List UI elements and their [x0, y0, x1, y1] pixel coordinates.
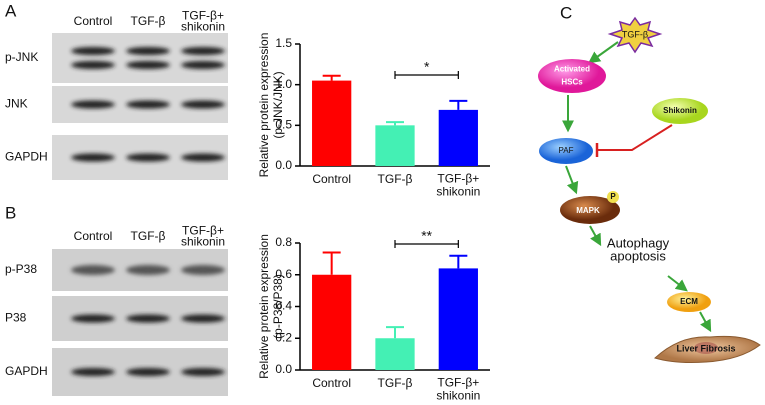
bar	[312, 80, 352, 166]
blot-band	[181, 100, 225, 109]
y-tick-label: 0.0	[275, 362, 292, 376]
blot-band	[181, 61, 225, 69]
x-tick-label: Control	[312, 172, 351, 186]
row-label: GAPDH	[5, 364, 48, 378]
blot-band	[181, 368, 225, 376]
node-label: MAPK	[576, 206, 600, 215]
blot-band	[126, 153, 170, 162]
y-tick-label: 1.0	[275, 77, 292, 91]
blot-band	[71, 61, 115, 69]
node-shape	[607, 191, 619, 203]
blot-band	[71, 153, 115, 162]
y-tick-label: 0.6	[275, 267, 292, 281]
significance-label: *	[424, 59, 430, 75]
lane-label: TGF-β	[131, 14, 166, 28]
blots: A Control TGF-β TGF-β+ shikonin p-JNK JNK GAPDH…	[5, 1, 228, 396]
node-label: PAF	[559, 146, 574, 155]
node-shape	[652, 98, 708, 124]
arrow	[589, 225, 602, 247]
row-label: JNK	[5, 97, 28, 111]
error-bar	[322, 74, 341, 81]
blot-band	[71, 100, 115, 109]
row-label: P38	[5, 311, 27, 325]
arrow	[565, 165, 579, 195]
x-tick-label: TGF-β	[378, 376, 413, 390]
y-axis-label: Relative protein expression(p-JNK/JNK)	[257, 33, 285, 178]
bar	[312, 274, 352, 370]
arrow	[588, 41, 619, 64]
x-tick-label: TGF-β+ shikonin	[436, 172, 480, 199]
node-label: Shikonin	[663, 106, 697, 115]
panel-label: B	[5, 203, 16, 222]
blot-background	[52, 33, 228, 83]
blot-band	[181, 153, 225, 162]
node-label: Activated HSCs	[554, 65, 590, 87]
blot-band	[71, 47, 115, 55]
y-axis-label: Relative protein expression(p-P38/P38)	[257, 234, 285, 379]
x-tick-label: TGF-β	[378, 172, 413, 186]
node-shape	[539, 138, 593, 164]
significance-label: **	[421, 228, 432, 244]
y-tick-label: 0.0	[275, 158, 292, 172]
node-label: Liver Fibrosis	[676, 343, 735, 353]
significance-bracket	[394, 71, 459, 79]
lane-label: TGF-β	[131, 229, 166, 243]
node-label: ECM	[680, 297, 698, 306]
blot-band	[71, 368, 115, 376]
blot-band	[126, 100, 170, 109]
blot-band	[71, 314, 115, 323]
node-shape	[538, 59, 606, 93]
panel-label: A	[5, 1, 17, 20]
node-label: Autophagy apoptosis	[607, 236, 670, 264]
lane-label: Control	[74, 14, 113, 28]
lane-label: TGF-β+ shikonin	[181, 9, 225, 34]
y-tick-label: 0.8	[275, 235, 292, 249]
blot-band	[71, 265, 115, 275]
blot-band	[126, 265, 170, 275]
bar	[375, 125, 415, 166]
y-tick-label: 0.2	[275, 330, 292, 344]
bar	[375, 338, 415, 370]
lane-label: TGF-β+ shikonin	[181, 224, 225, 249]
node-label: P	[610, 192, 616, 201]
y-tick-label: 0.4	[275, 299, 292, 313]
node-shape	[667, 292, 711, 312]
bar	[438, 268, 478, 370]
node-shape	[607, 16, 663, 54]
error-bar	[449, 99, 468, 110]
row-label: p-JNK	[5, 50, 38, 64]
panel-label: C	[560, 3, 572, 22]
bar	[438, 109, 478, 166]
arrow	[699, 311, 712, 333]
nucleus	[694, 342, 718, 354]
blot-band	[126, 61, 170, 69]
blot-band	[181, 314, 225, 323]
y-tick-label: 0.5	[275, 118, 292, 132]
error-bar	[386, 326, 404, 339]
x-tick-label: TGF-β+ shikonin	[436, 376, 480, 403]
error-bar	[449, 254, 468, 269]
significance-bracket	[394, 240, 459, 248]
blot-band	[126, 47, 170, 55]
x-tick-label: Control	[312, 376, 351, 390]
blot-band	[181, 265, 225, 275]
blot-band	[181, 47, 225, 55]
node-shape	[560, 196, 620, 224]
y-tick-label: 1.5	[275, 36, 292, 50]
inhibit-arrow	[598, 124, 673, 151]
blot-band	[126, 314, 170, 323]
node-label: TGF-β	[622, 29, 648, 39]
lane-label: Control	[74, 229, 113, 243]
error-bar	[386, 121, 404, 126]
blot-band	[126, 368, 170, 376]
arrow	[667, 275, 688, 292]
error-bar	[322, 251, 341, 275]
diagram: C TGF-β Activated HSCs Shikonin PAF MAPK …	[538, 3, 761, 363]
row-label: GAPDH	[5, 150, 48, 164]
row-label: p-P38	[5, 262, 37, 276]
